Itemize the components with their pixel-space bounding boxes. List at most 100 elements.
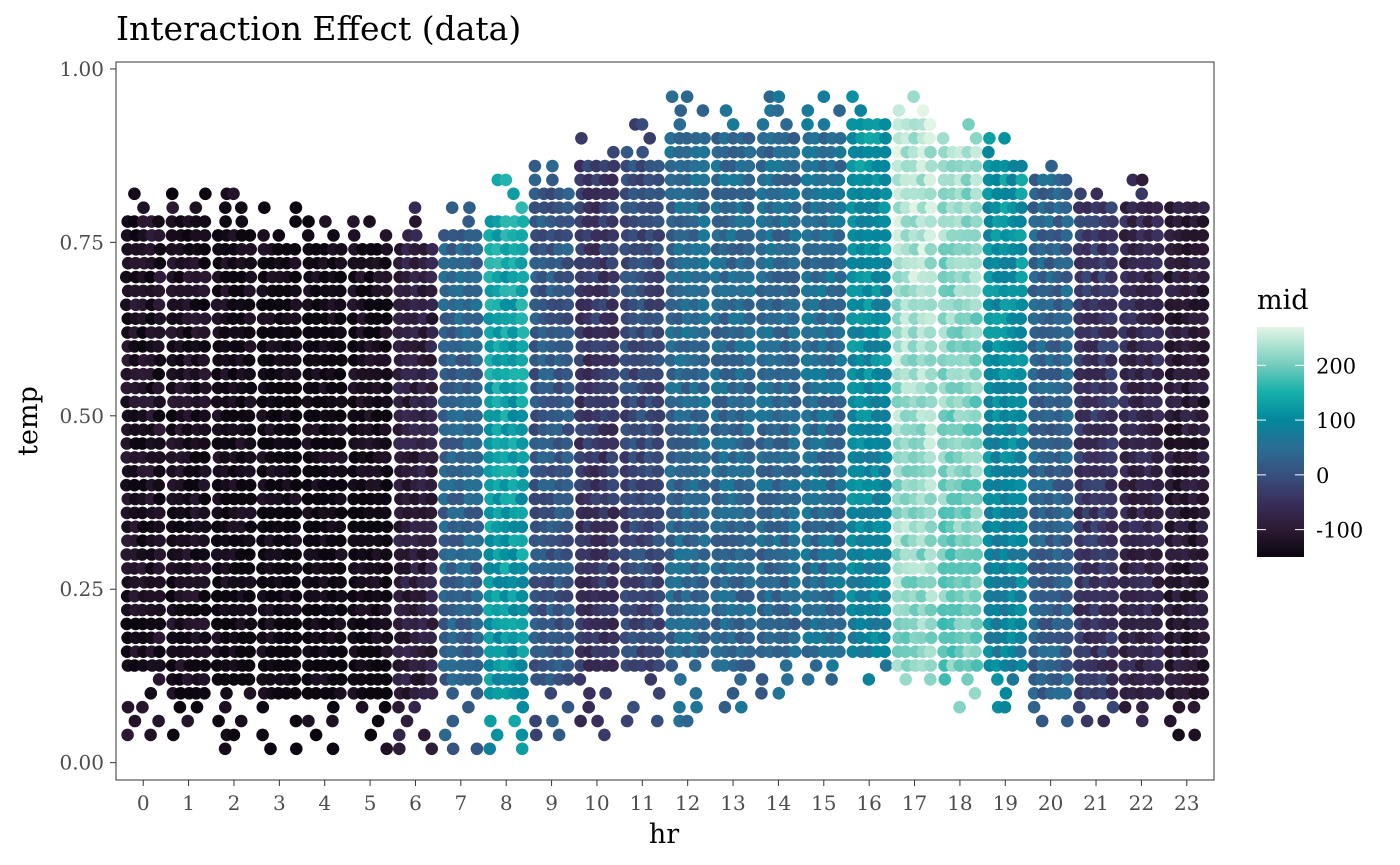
data-point: [824, 145, 838, 159]
data-point: [424, 354, 437, 367]
data-point: [878, 603, 892, 617]
data-point: [1152, 534, 1165, 547]
data-point: [144, 243, 157, 256]
data-point: [371, 284, 384, 298]
data-point: [771, 645, 785, 658]
data-point: [982, 478, 996, 492]
data-point: [528, 201, 542, 214]
data-point: [1014, 478, 1027, 492]
data-point: [970, 187, 983, 201]
data-point: [288, 673, 302, 686]
data-point: [462, 700, 475, 714]
data-point: [355, 284, 368, 298]
data-point: [561, 576, 574, 589]
data-point: [244, 492, 258, 506]
data-point: [561, 423, 575, 437]
data-point: [1052, 520, 1065, 534]
data-point: [833, 284, 847, 298]
data-point: [680, 145, 694, 159]
data-point: [1179, 270, 1193, 284]
data-point: [197, 576, 211, 589]
data-point: [606, 478, 620, 492]
data-point: [734, 673, 747, 686]
data-point: [924, 423, 937, 437]
data-point: [536, 270, 550, 284]
data-point: [787, 423, 801, 437]
data-point: [218, 451, 232, 464]
data-point: [483, 659, 497, 672]
data-point: [924, 603, 938, 617]
data-point: [1073, 603, 1086, 617]
data-point: [982, 492, 996, 506]
data-point: [772, 312, 785, 326]
data-point: [961, 187, 974, 201]
data-point: [165, 187, 179, 201]
data-point: [1052, 548, 1065, 561]
data-point: [346, 312, 360, 326]
data-point: [370, 312, 384, 326]
data-point: [1196, 492, 1209, 506]
data-point: [1118, 437, 1132, 450]
data-point: [643, 381, 656, 395]
data-point: [969, 631, 983, 645]
data-point: [1118, 409, 1132, 423]
data-point: [607, 631, 620, 645]
data-point: [743, 367, 756, 381]
data-point: [1106, 243, 1119, 256]
data-point: [779, 659, 793, 672]
data-point: [408, 423, 422, 437]
data-point: [817, 90, 831, 103]
data-point: [879, 132, 892, 145]
data-point: [1142, 534, 1155, 547]
data-point: [462, 465, 475, 478]
data-point: [189, 659, 203, 672]
data-point: [925, 381, 938, 395]
data-point: [120, 617, 133, 631]
data-point: [400, 534, 414, 547]
data-point: [152, 714, 165, 728]
data-point: [800, 256, 814, 270]
data-point: [334, 687, 347, 700]
data-point: [400, 631, 413, 645]
data-point: [787, 534, 801, 547]
data-point: [969, 243, 983, 256]
data-point: [862, 478, 875, 492]
data-point: [1151, 298, 1164, 312]
data-point: [862, 492, 875, 506]
data-point: [915, 492, 929, 506]
x-tick-label: 9: [545, 791, 558, 815]
data-point: [924, 187, 937, 201]
data-point: [334, 423, 348, 437]
data-point: [256, 631, 269, 645]
data-point: [1051, 326, 1065, 339]
data-point: [469, 548, 483, 561]
data-point: [1151, 326, 1164, 339]
data-point: [1142, 367, 1155, 381]
data-point: [560, 478, 574, 492]
data-point: [256, 576, 270, 589]
data-point: [651, 437, 665, 450]
data-point: [426, 326, 439, 339]
data-point: [1126, 326, 1139, 339]
data-point: [970, 437, 983, 450]
data-point: [801, 159, 814, 173]
data-point: [561, 381, 575, 395]
data-point: [199, 187, 212, 201]
data-point: [537, 298, 550, 312]
data-point: [990, 201, 1003, 214]
data-point: [355, 673, 368, 686]
data-point: [198, 631, 212, 645]
data-point: [256, 728, 269, 742]
data-point: [235, 381, 249, 395]
data-point: [1060, 492, 1074, 506]
data-point: [445, 562, 459, 575]
data-point: [969, 451, 983, 464]
data-point: [891, 395, 904, 409]
data-point: [393, 742, 406, 756]
data-point: [834, 520, 847, 534]
data-point: [1142, 340, 1155, 353]
data-point: [879, 229, 892, 242]
data-point: [879, 187, 893, 201]
data-point: [470, 340, 483, 353]
data-point: [347, 215, 360, 228]
